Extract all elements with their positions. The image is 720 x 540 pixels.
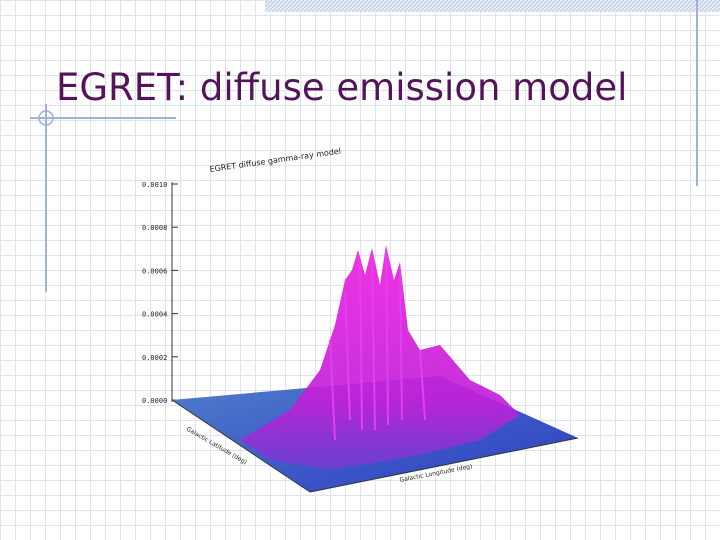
- z-tick-label: 0.0000: [142, 397, 167, 405]
- z-tick-label: 0.0004: [142, 311, 167, 319]
- y-axis: [171, 399, 311, 493]
- surface-ridges: [329, 249, 426, 441]
- z-tick-label: 0.0002: [142, 354, 167, 362]
- figure-title: EGRET diffuse gamma-ray model: [209, 147, 342, 174]
- header-bar: [265, 0, 720, 12]
- surface-peak: [240, 245, 520, 470]
- z-tick-label: 0.0010: [142, 181, 167, 189]
- x-axis: [309, 437, 579, 493]
- slide-title: EGRET: diffuse emission model: [56, 66, 628, 109]
- z-tick-label: 0.0008: [142, 224, 167, 232]
- z-tick-label: 0.0006: [142, 267, 167, 275]
- rule-circle: [38, 110, 54, 126]
